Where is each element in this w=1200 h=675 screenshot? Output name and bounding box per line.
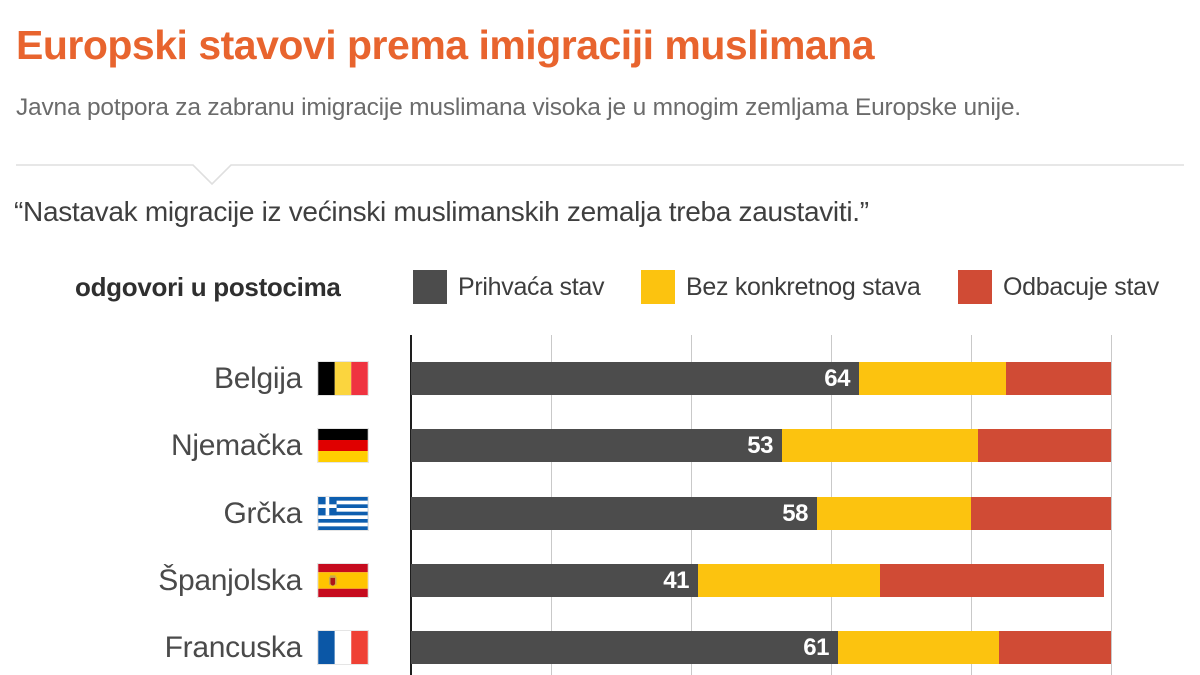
- bar-segment: [880, 564, 1104, 597]
- survey-quote: “Nastavak migracije iz većinski musliman…: [14, 196, 869, 227]
- bar-segment: [978, 429, 1111, 462]
- bar-segment: [1006, 362, 1111, 395]
- be-flag-icon: [318, 362, 368, 395]
- country-label: Njemačka: [171, 429, 302, 462]
- stacked-bar: 41: [411, 564, 1104, 597]
- de-flag-icon: [318, 429, 368, 462]
- legend-item: Odbacuje stav: [958, 270, 1159, 304]
- bar-value-label: 53: [747, 432, 773, 459]
- country-label: Španjolska: [158, 564, 302, 597]
- bar-row: Belgija 64: [0, 362, 1200, 395]
- bar-row: Njemačka 53: [0, 429, 1200, 462]
- stacked-bar: 53: [411, 429, 1111, 462]
- bar-segment: [859, 362, 1006, 395]
- gridline: [1111, 335, 1112, 675]
- gr-flag-icon: [318, 497, 368, 530]
- bar-segment: [817, 497, 971, 530]
- legend-item: Bez konkretnog stava: [641, 270, 921, 304]
- bar-segment: 58: [411, 497, 817, 530]
- bar-segment: 61: [411, 631, 838, 664]
- page-subtitle: Javna potpora za zabranu imigracije musl…: [16, 94, 1021, 121]
- bar-row: Španjolska 41: [0, 564, 1200, 597]
- country-label: Belgija: [214, 362, 302, 395]
- page-title: Europski stavovi prema imigraciji muslim…: [16, 22, 875, 68]
- stacked-bar: 58: [411, 497, 1111, 530]
- legend-caption: odgovori u postocima: [75, 272, 341, 302]
- bar-segment: [999, 631, 1111, 664]
- bar-row: Grčka 58: [0, 497, 1200, 530]
- bar-segment: [838, 631, 999, 664]
- bar-segment: 53: [411, 429, 782, 462]
- bar-value-label: 64: [824, 365, 850, 392]
- bar-segment: 64: [411, 362, 859, 395]
- bar-segment: [971, 497, 1111, 530]
- legend-swatch: [641, 270, 675, 304]
- legend-label: Prihvaća stav: [458, 272, 605, 301]
- bar-row: Francuska 61: [0, 631, 1200, 664]
- country-label: Francuska: [164, 631, 303, 664]
- legend-label: Odbacuje stav: [1003, 272, 1159, 301]
- es-flag-icon: [318, 564, 368, 597]
- bar-segment: 41: [411, 564, 698, 597]
- stacked-bar: 64: [411, 362, 1111, 395]
- stacked-bar: 61: [411, 631, 1111, 664]
- fr-flag-icon: [318, 631, 368, 664]
- legend-label: Bez konkretnog stava: [686, 272, 921, 301]
- legend-swatch: [958, 270, 992, 304]
- bar-segment: [782, 429, 978, 462]
- bar-segment: [698, 564, 880, 597]
- bar-value-label: 41: [663, 567, 689, 594]
- chart-legend: odgovori u postocima Prihvaća stav Bez ko…: [0, 270, 1200, 304]
- country-label: Grčka: [223, 497, 302, 530]
- bar-value-label: 58: [782, 500, 808, 527]
- legend-swatch: [413, 270, 447, 304]
- legend-item: Prihvaća stav: [413, 270, 604, 304]
- bar-value-label: 61: [803, 634, 829, 661]
- divider-notch-rule: [16, 164, 1184, 186]
